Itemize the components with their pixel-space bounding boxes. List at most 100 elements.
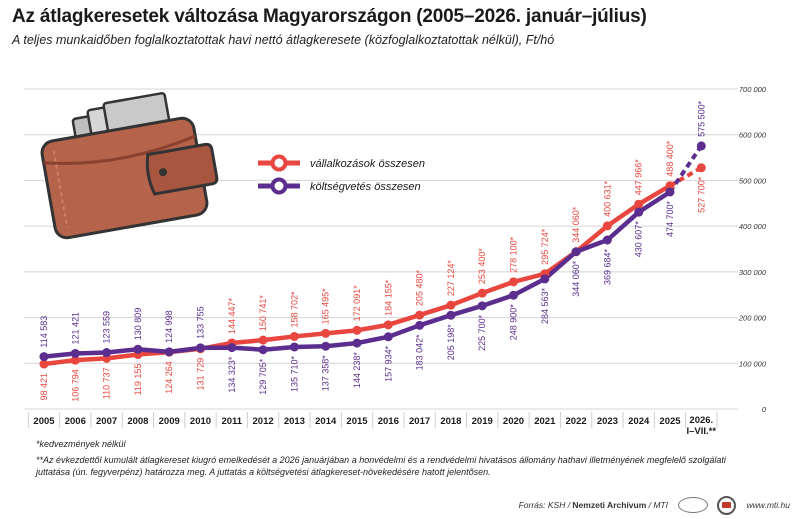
data-point-1 (415, 320, 425, 330)
data-label-1: 284 563* (540, 287, 550, 324)
data-point-0 (477, 288, 487, 298)
data-label-1: 225 700* (477, 314, 487, 351)
x-tick-label: 2024 (628, 416, 650, 427)
x-tick-label-cont: I–VII.** (687, 426, 717, 437)
footnote-discounts: *kedvezmények nélkül (36, 439, 126, 449)
data-point-1 (602, 235, 612, 245)
data-label-0: 150 741* (258, 295, 268, 332)
data-point-1 (665, 187, 675, 197)
y-axis-labels: 0 100 000 200 000 300 000 400 000 500 000 600 … (738, 85, 767, 414)
data-point-0 (321, 328, 331, 338)
x-tick-label: 2018 (440, 416, 461, 427)
data-label-0: 295 724* (540, 228, 550, 265)
data-label-0: 488 400* (665, 140, 675, 177)
data-label-0: 527 700* (696, 176, 706, 213)
series-projection-0 (669, 166, 703, 188)
data-point-0 (602, 221, 612, 231)
y-tick-label: 100 000 (739, 359, 767, 368)
series-points (39, 141, 706, 369)
x-tick-label: 2026. (689, 415, 713, 426)
data-point-1 (383, 332, 393, 342)
data-point-0 (446, 300, 456, 310)
x-tick-label: 2009 (159, 416, 180, 427)
x-tick-label: 2023 (597, 416, 618, 427)
data-point-1 (289, 342, 299, 352)
data-label-1: 123 559 (102, 311, 112, 344)
data-point-1 (571, 247, 581, 257)
data-label-1: 124 998 (164, 310, 174, 343)
data-label-1: 430 607* (634, 221, 644, 258)
data-point-1 (352, 338, 362, 348)
data-point-1 (540, 274, 550, 284)
data-label-1: 183 042* (415, 334, 425, 371)
x-tick-label: 2010 (190, 416, 211, 427)
data-label-0: 172 091* (352, 285, 362, 322)
data-label-0: 227 124* (446, 260, 456, 297)
y-tick-label: 400 000 (739, 222, 767, 231)
x-tick-label: 2021 (534, 416, 556, 427)
legend-marker-1 (270, 177, 288, 195)
website-link[interactable]: www.mti.hu (746, 500, 790, 510)
data-label-1: 344 060* (571, 260, 581, 297)
data-point-0 (70, 355, 80, 365)
data-point-0 (415, 310, 425, 320)
data-label-1: 474 700* (665, 201, 675, 238)
data-label-0: 119 155 (133, 364, 143, 396)
chart-title: Az átlagkeresetek változása Magyarország… (12, 6, 647, 27)
data-label-1: 137 358* (321, 355, 331, 392)
data-label-1: 157 934* (383, 345, 393, 382)
data-point-1 (446, 310, 456, 320)
x-tick-label: 2025 (659, 416, 681, 427)
footer: Forrás: KSH / Nemzeti Archívum / MTI www… (0, 494, 800, 519)
data-label-0: 447 966* (634, 159, 644, 196)
data-point-1 (477, 301, 487, 311)
y-tick-label: 0 (762, 405, 767, 414)
data-labels: 98 421 106 794 110 737 119 155 124 264 131 72… (39, 100, 706, 401)
x-tick-label: 2007 (96, 416, 117, 427)
data-label-1: 144 238* (352, 352, 362, 389)
x-tick-label: 2015 (346, 416, 368, 427)
data-label-0: 165 495* (321, 288, 331, 325)
data-point-0 (352, 325, 362, 335)
legend-marker-0 (270, 154, 288, 172)
x-tick-label: 2016 (378, 416, 399, 427)
x-tick-label: 2013 (284, 416, 305, 427)
data-label-1: 248 900* (509, 304, 519, 341)
x-tick-label: 2006 (65, 416, 86, 427)
data-label-0: 98 421 (39, 373, 49, 401)
x-tick-label: 2014 (315, 416, 337, 427)
data-point-1 (70, 348, 80, 358)
data-label-0: 131 729 (196, 358, 206, 391)
data-label-1: 575 500* (696, 100, 706, 137)
data-label-1: 133 755 (196, 306, 206, 339)
data-label-1: 114 583 (39, 316, 49, 348)
wallet-illustration (40, 92, 219, 240)
data-label-0: 278 100* (509, 236, 519, 273)
data-label-0: 158 702* (289, 291, 299, 328)
legend-label-0: vállalkozások összesen (310, 158, 425, 170)
data-point-0 (383, 320, 393, 330)
data-point-0 (509, 277, 518, 287)
x-tick-label: 2017 (409, 416, 430, 427)
data-point-1 (634, 207, 644, 217)
data-label-0: 253 400* (477, 248, 487, 285)
x-axis-labels: 2005 2006 2007 2008 2009 2010 2011 2012 2013 2014… (33, 415, 716, 437)
data-point-1 (258, 345, 268, 355)
data-point-1 (39, 352, 49, 362)
data-point-0 (696, 163, 706, 173)
data-point-1 (227, 343, 237, 353)
archive-logo-icon (678, 497, 708, 513)
data-label-0: 205 480* (415, 270, 425, 307)
x-tick-label: 2005 (33, 416, 55, 427)
x-tick-label: 2008 (127, 416, 148, 427)
x-tick-label: 2012 (253, 416, 274, 427)
data-label-1: 205 198* (446, 324, 456, 361)
data-point-1 (696, 141, 706, 151)
data-label-1: 129 705* (258, 358, 268, 395)
data-point-0 (39, 359, 49, 369)
data-label-0: 106 794 (70, 369, 80, 402)
data-point-1 (509, 290, 518, 300)
x-tick-label: 2022 (566, 416, 587, 427)
data-label-0: 110 737 (102, 367, 112, 399)
